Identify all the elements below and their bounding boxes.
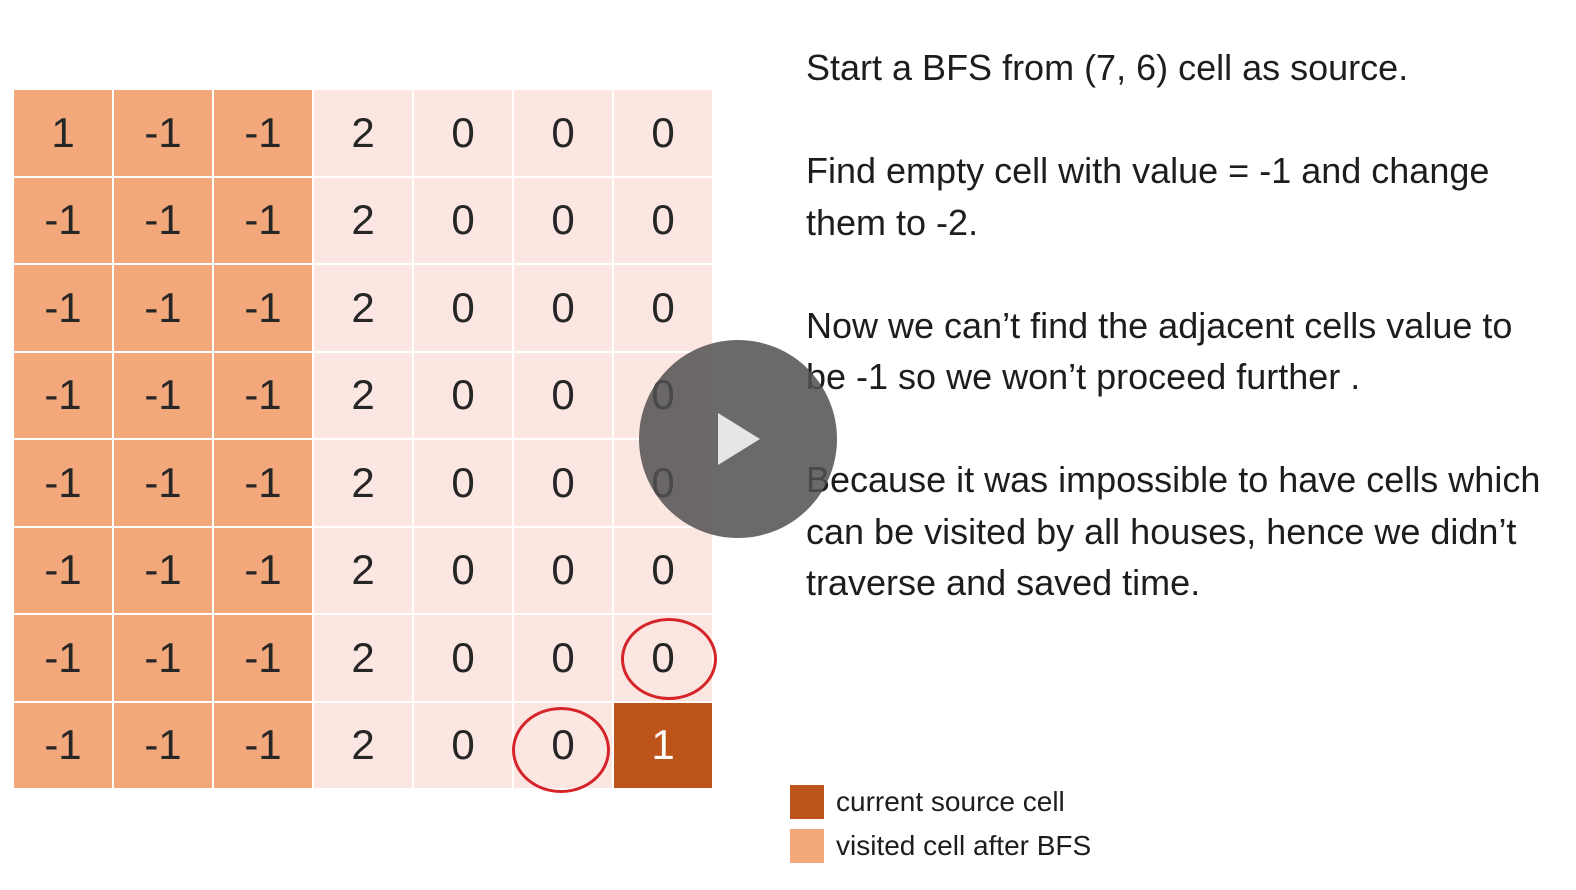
grid-cell-r4-c2: -1: [214, 440, 314, 528]
grid-cell-r6-c1: -1: [114, 615, 214, 703]
grid-cell-r0-c6: 0: [614, 90, 714, 178]
legend-label-source: current source cell: [836, 786, 1065, 817]
grid-cell-r5-c0: -1: [14, 527, 114, 615]
legend-item-source: current source cell: [790, 780, 1091, 824]
grid-cell-r1-c0: -1: [14, 177, 114, 265]
grid-cell-r4-c4: 0: [414, 440, 514, 528]
grid-cell-r5-c5: 0: [514, 527, 614, 615]
grid-cell-r5-c2: -1: [214, 527, 314, 615]
grid-cell-r3-c2: -1: [214, 352, 314, 440]
grid-cell-r0-c5: 0: [514, 90, 614, 178]
grid-cell-r2-c6: 0: [614, 265, 714, 353]
grid-cell-r5-c4: 0: [414, 527, 514, 615]
grid-cell-r6-c5: 0: [514, 615, 614, 703]
grid-cell-r4-c1: -1: [114, 440, 214, 528]
bfs-grid: 1-1-12000-1-1-12000-1-1-12000-1-1-12000-…: [14, 90, 714, 790]
grid-cell-r1-c3: 2: [314, 177, 414, 265]
explanation-text: Start a BFS from (7, 6) cell as source. …: [806, 42, 1546, 660]
grid-cell-r3-c1: -1: [114, 352, 214, 440]
grid-cell-r6-c4: 0: [414, 615, 514, 703]
grid-cell-r0-c3: 2: [314, 90, 414, 178]
grid-cell-r6-c3: 2: [314, 615, 414, 703]
play-icon: [718, 413, 760, 465]
legend-label-visited: visited cell after BFS: [836, 830, 1092, 861]
grid-cell-r7-c0: -1: [14, 702, 114, 790]
legend-swatch-source: [790, 785, 824, 819]
grid-cell-r2-c1: -1: [114, 265, 214, 353]
grid-cell-r0-c2: -1: [214, 90, 314, 178]
grid-cell-r6-c0: -1: [14, 615, 114, 703]
explanation-line-1: Start a BFS from (7, 6) cell as source.: [806, 47, 1409, 88]
video-play-button[interactable]: [639, 340, 837, 538]
explanation-line-3: Now we can’t find the adjacent cells val…: [806, 304, 1513, 398]
grid-cell-r3-c5: 0: [514, 352, 614, 440]
grid-cell-r2-c4: 0: [414, 265, 514, 353]
grid-cell-r7-c2: -1: [214, 702, 314, 790]
grid-cell-r1-c1: -1: [114, 177, 214, 265]
grid-cell-r3-c3: 2: [314, 352, 414, 440]
grid-cell-r2-c3: 2: [314, 265, 414, 353]
legend: current source cell visited cell after B…: [790, 780, 1091, 868]
grid-cell-r4-c0: -1: [14, 440, 114, 528]
grid-cell-r2-c0: -1: [14, 265, 114, 353]
grid-cell-r5-c1: -1: [114, 527, 214, 615]
highlight-circle-row6-col6: [621, 618, 717, 700]
grid-cell-r1-c2: -1: [214, 177, 314, 265]
grid-cell-r3-c4: 0: [414, 352, 514, 440]
grid-cell-r5-c6: 0: [614, 527, 714, 615]
grid-cell-r2-c5: 0: [514, 265, 614, 353]
explanation-line-4: Because it was impossible to have cells …: [806, 459, 1541, 603]
legend-swatch-visited: [790, 829, 824, 863]
legend-item-visited: visited cell after BFS: [790, 824, 1091, 868]
explanation-line-2: Find empty cell with value = -1 and chan…: [806, 150, 1490, 243]
grid-cell-r5-c3: 2: [314, 527, 414, 615]
grid-cell-r7-c3: 2: [314, 702, 414, 790]
grid-cell-r7-c4: 0: [414, 702, 514, 790]
grid-cell-r4-c3: 2: [314, 440, 414, 528]
grid-cell-r7-c6: 1: [614, 702, 714, 790]
grid-cell-r1-c4: 0: [414, 177, 514, 265]
grid-cell-r1-c6: 0: [614, 177, 714, 265]
grid-cell-r0-c1: -1: [114, 90, 214, 178]
grid-cell-r1-c5: 0: [514, 177, 614, 265]
grid-cell-r6-c2: -1: [214, 615, 314, 703]
grid-cell-r3-c0: -1: [14, 352, 114, 440]
grid-cell-r0-c0: 1: [14, 90, 114, 178]
grid-cell-r2-c2: -1: [214, 265, 314, 353]
grid-cell-r0-c4: 0: [414, 90, 514, 178]
grid-cell-r4-c5: 0: [514, 440, 614, 528]
grid-cell-r7-c1: -1: [114, 702, 214, 790]
highlight-circle-row7-col5: [512, 707, 610, 793]
